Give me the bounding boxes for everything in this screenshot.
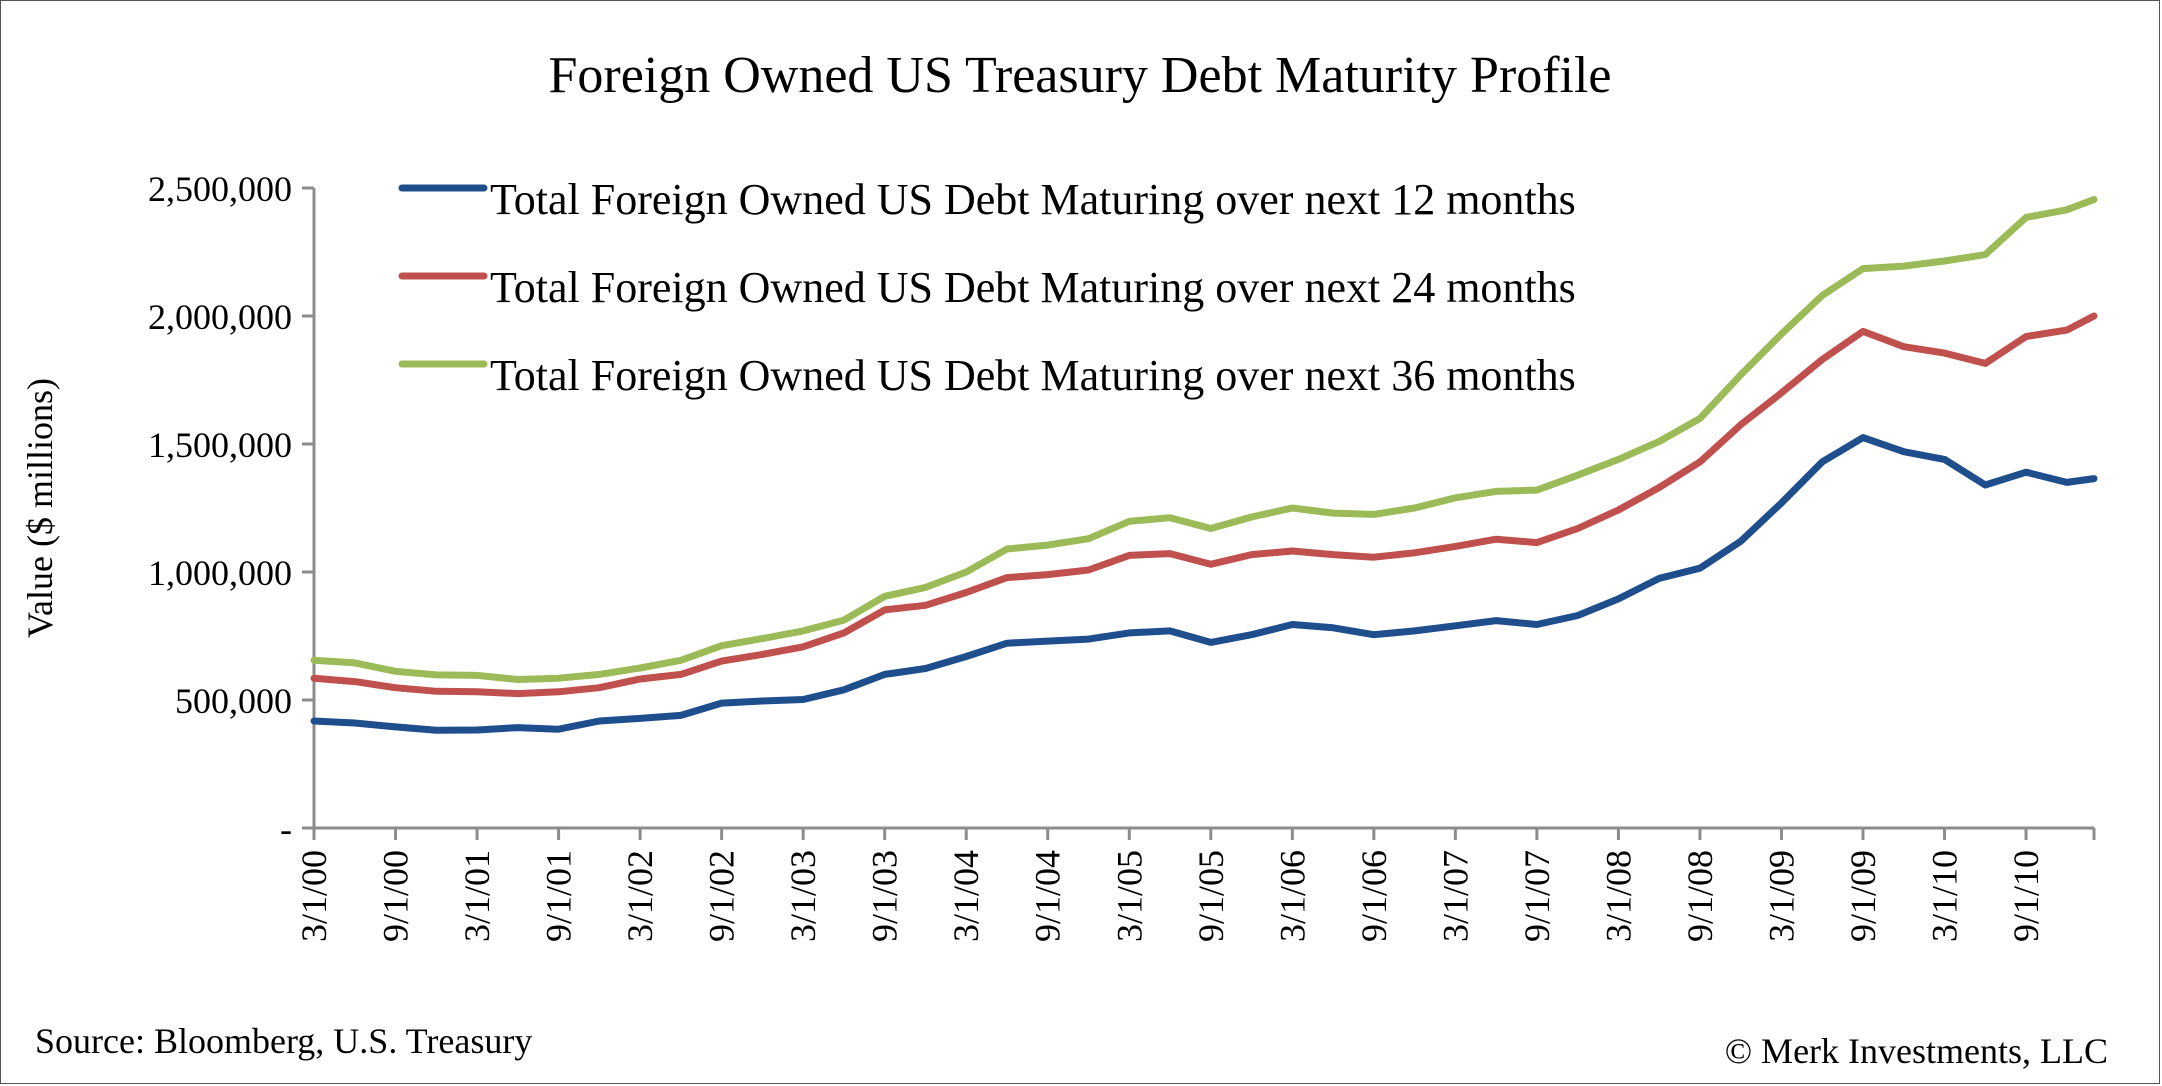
series-line-2 [310, 312, 2098, 698]
x-tick-label: 9/1/03 [865, 850, 905, 942]
legend-label-2: Total Foreign Owned US Debt Maturing ove… [490, 263, 1576, 312]
x-tick-label: 9/1/00 [376, 850, 416, 942]
x-tick-label: 9/1/10 [2006, 850, 2046, 942]
x-tick-label: 3/1/07 [1435, 850, 1475, 942]
x-tick-label: 9/1/02 [702, 850, 742, 942]
source-note: Source: Bloomberg, U.S. Treasury [35, 1021, 532, 1061]
y-tick-label: - [280, 809, 292, 849]
x-tick-label: 3/1/03 [783, 850, 823, 942]
x-tick-label: 9/1/05 [1191, 850, 1231, 942]
copyright-note: © Merk Investments, LLC [1725, 1031, 2108, 1071]
y-axis-label: Value ($ millions) [20, 378, 60, 638]
y-tick-label: 1,000,000 [148, 553, 292, 593]
series-line-3 [310, 196, 2098, 683]
legend-label-1: Total Foreign Owned US Debt Maturing ove… [490, 175, 1576, 224]
y-tick-label: 2,000,000 [148, 297, 292, 337]
x-tick-label: 3/1/01 [457, 850, 497, 942]
x-tick-label: 3/1/09 [1761, 850, 1801, 942]
x-tick-label: 3/1/02 [620, 850, 660, 942]
x-tick-label: 3/1/08 [1598, 850, 1638, 942]
x-tick-label: 3/1/05 [1109, 850, 1149, 942]
x-tick-label: 9/1/09 [1843, 850, 1883, 942]
x-tick-label: 9/1/07 [1517, 850, 1557, 942]
series-line-1 [310, 434, 2098, 734]
y-tick-label: 500,000 [175, 681, 292, 721]
x-tick-label: 3/1/06 [1272, 850, 1312, 942]
x-tick-label: 9/1/04 [1028, 850, 1068, 942]
x-tick-label: 3/1/04 [946, 850, 986, 942]
x-tick-label: 3/1/10 [1925, 850, 1965, 942]
y-tick-label: 1,500,000 [148, 425, 292, 465]
x-tick-label: 9/1/01 [539, 850, 579, 942]
plot-area: - 500,000 1,000,000 1,500,000 2,000,000 2,500… [148, 169, 2098, 942]
legend-label-3: Total Foreign Owned US Debt Maturing ove… [490, 351, 1576, 400]
x-tick-label: 9/1/08 [1680, 850, 1720, 942]
chart-title: Foreign Owned US Treasury Debt Maturity … [548, 47, 1611, 104]
x-tick-label: 3/1/00 [294, 850, 334, 942]
x-tick-label: 9/1/06 [1354, 850, 1394, 942]
y-tick-label: 2,500,000 [148, 169, 292, 209]
legend: Total Foreign Owned US Debt Maturing ove… [398, 175, 1576, 400]
